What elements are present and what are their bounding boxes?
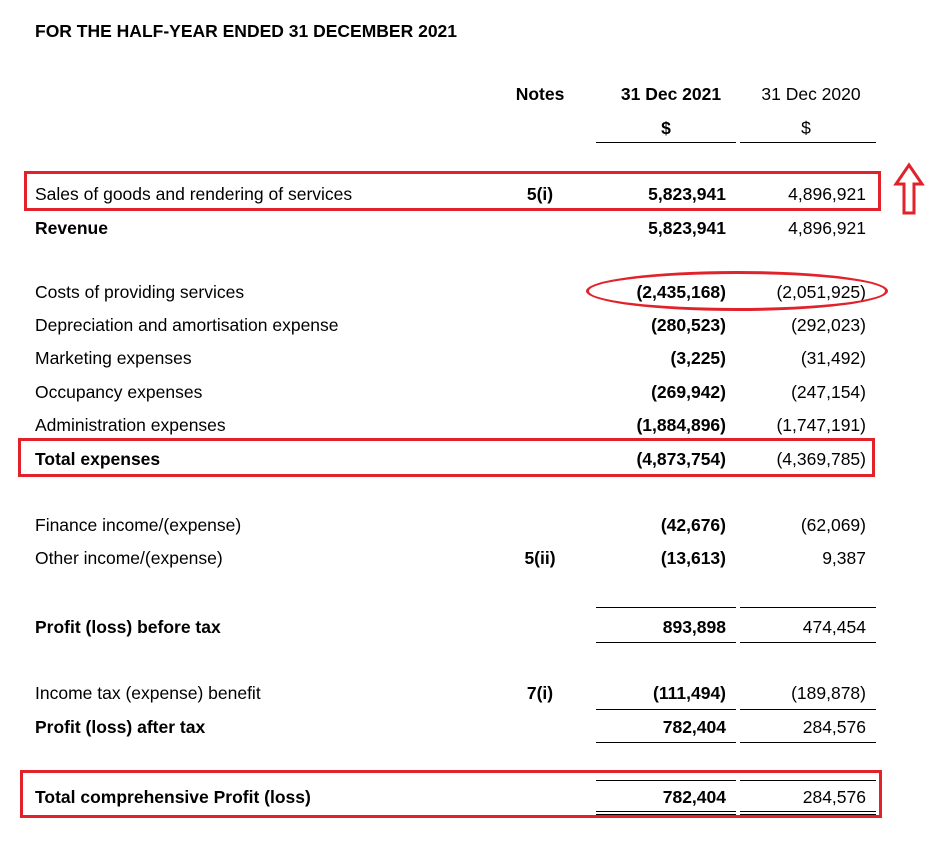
row-current: 782,404 [662, 717, 726, 737]
prior-unit: $ [801, 118, 811, 138]
row-label: Total comprehensive Profit (loss) [35, 787, 311, 807]
up-arrow-icon [893, 162, 925, 215]
row-prior: 474,454 [802, 617, 866, 637]
row-current: 5,823,941 [648, 184, 726, 204]
highlight-box-total-expenses [18, 438, 875, 477]
tcp-double-underline-2-prior [740, 814, 876, 815]
row-current: (42,676) [660, 515, 726, 535]
row-label: Profit (loss) before tax [35, 617, 221, 637]
row-label: Costs of providing services [35, 282, 245, 302]
prior-period-header: 31 Dec 2020 [761, 84, 861, 104]
row-prior: 284,576 [802, 787, 866, 807]
row-label: Finance income/(expense) [35, 515, 242, 535]
highlight-box-total-comprehensive [20, 770, 882, 818]
pat-underline-current [596, 742, 736, 743]
row-prior: 9,387 [822, 548, 866, 568]
row-current: (3,225) [670, 348, 726, 368]
row-label: Occupancy expenses [35, 382, 203, 402]
current-unit: $ [661, 118, 671, 138]
tcp-double-underline-2-current [596, 814, 736, 815]
row-prior: (189,878) [791, 683, 866, 703]
row-label: Total expenses [35, 449, 161, 469]
row-prior: (62,069) [800, 515, 866, 535]
subtotal-underline-current [596, 642, 736, 643]
row-note: 5(ii) [524, 548, 556, 568]
row-label: Income tax (expense) benefit [35, 683, 261, 703]
row-current: (1,884,896) [636, 415, 726, 435]
row-prior: 4,896,921 [788, 184, 866, 204]
highlight-oval-costs [586, 271, 888, 311]
row-prior: 4,896,921 [788, 218, 866, 238]
header-underline-prior [740, 142, 876, 143]
statement-title: FOR THE HALF-YEAR ENDED 31 DECEMBER 2021 [35, 21, 458, 41]
tcp-line-current [596, 780, 736, 781]
row-label: Depreciation and amortisation expense [35, 315, 339, 335]
row-prior: (31,492) [800, 348, 866, 368]
row-current: 782,404 [662, 787, 726, 807]
row-prior: (247,154) [791, 382, 866, 402]
row-prior: (292,023) [791, 315, 866, 335]
subtotal-underline-prior [740, 642, 876, 643]
tcp-double-underline-1-current [596, 811, 736, 812]
row-current: 893,898 [662, 617, 726, 637]
row-current: (13,613) [660, 548, 726, 568]
row-current: (280,523) [651, 315, 726, 335]
pat-line-current [596, 709, 736, 710]
subtotal-line-prior [740, 607, 876, 608]
pat-underline-prior [740, 742, 876, 743]
tcp-double-underline-1-prior [740, 811, 876, 812]
row-note: 5(i) [526, 184, 554, 204]
pat-line-prior [740, 709, 876, 710]
row-current: 5,823,941 [648, 218, 726, 238]
row-prior: 284,576 [802, 717, 866, 737]
row-label: Marketing expenses [35, 348, 192, 368]
row-current: (111,494) [653, 683, 726, 703]
row-prior: (1,747,191) [776, 415, 866, 435]
row-label: Sales of goods and rendering of services [35, 184, 353, 204]
row-current: (4,873,754) [636, 449, 726, 469]
row-current: (269,942) [651, 382, 726, 402]
highlight-box-sales [24, 171, 881, 211]
current-period-header: 31 Dec 2021 [620, 84, 722, 104]
row-note: 7(i) [526, 683, 554, 703]
subtotal-line-current [596, 607, 736, 608]
row-prior: (4,369,785) [776, 449, 866, 469]
row-label: Revenue [35, 218, 108, 238]
row-label: Profit (loss) after tax [35, 717, 206, 737]
header-underline-current [596, 142, 736, 143]
tcp-line-prior [740, 780, 876, 781]
notes-header: Notes [515, 84, 565, 104]
row-label: Administration expenses [35, 415, 226, 435]
row-label: Other income/(expense) [35, 548, 223, 568]
